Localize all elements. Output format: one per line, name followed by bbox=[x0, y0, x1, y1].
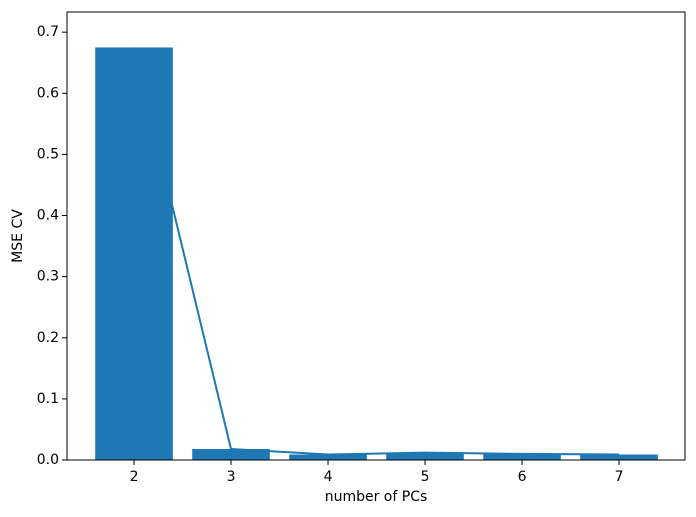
x-tick-label: 7 bbox=[615, 469, 624, 485]
y-tick-label: 0.3 bbox=[37, 269, 59, 285]
bar bbox=[289, 454, 367, 460]
bar bbox=[580, 454, 658, 460]
x-tick-label: 4 bbox=[324, 469, 333, 485]
x-tick-label: 3 bbox=[227, 469, 236, 485]
y-tick-label: 0.1 bbox=[37, 391, 59, 407]
plot-frame bbox=[66, 11, 686, 461]
y-tick-label: 0.7 bbox=[37, 24, 59, 40]
y-tick-label: 0.4 bbox=[37, 208, 59, 224]
line bbox=[133, 47, 620, 456]
x-tick-label: 6 bbox=[518, 469, 527, 485]
bar bbox=[483, 453, 561, 460]
x-tick-label: 2 bbox=[130, 469, 139, 485]
bar bbox=[386, 452, 464, 460]
x-tick-label: 5 bbox=[421, 469, 430, 485]
y-tick-label: 0.6 bbox=[37, 85, 59, 101]
y-tick-label: 0.5 bbox=[37, 146, 59, 162]
x-axis-label: number of PCs bbox=[325, 489, 428, 505]
bar bbox=[192, 448, 270, 460]
bar bbox=[95, 47, 173, 460]
y-tick-label: 0.0 bbox=[37, 452, 59, 468]
y-tick-label: 0.2 bbox=[37, 330, 59, 346]
y-axis-label: MSE CV bbox=[10, 209, 26, 263]
